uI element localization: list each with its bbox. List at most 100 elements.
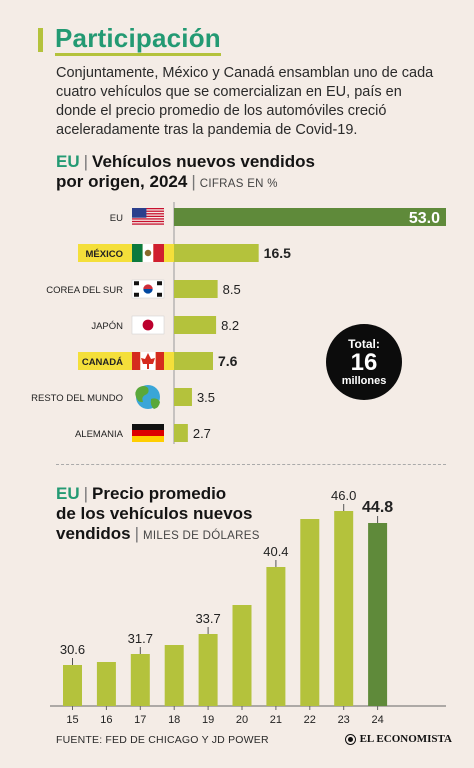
brand-mark-icon xyxy=(344,733,356,745)
x-tick-label: 20 xyxy=(236,714,248,726)
brand-name: EL ECONOMISTA xyxy=(359,733,452,745)
chart2-unit: MILES DE DÓLARES xyxy=(143,530,260,542)
data-label: 53.0 xyxy=(409,210,440,227)
chart1-unit-separator: | xyxy=(191,172,196,191)
flag-stripe xyxy=(132,223,164,225)
bar xyxy=(368,523,388,706)
bar xyxy=(130,654,150,706)
brand-logo: EL ECONOMISTA xyxy=(344,733,452,745)
bar xyxy=(300,519,320,706)
bar xyxy=(164,645,184,706)
x-tick-label: 16 xyxy=(100,714,112,726)
flag-sun xyxy=(142,319,154,331)
data-label: 40.4 xyxy=(263,544,288,559)
flag-band xyxy=(132,244,143,262)
chart1-title-prefix: EU xyxy=(56,152,80,171)
flag-trigram xyxy=(133,292,139,297)
data-label: 31.7 xyxy=(128,631,153,646)
data-label: 7.6 xyxy=(218,353,238,369)
flag-band xyxy=(132,424,164,430)
flag-emblem xyxy=(144,249,152,257)
flag-yin xyxy=(143,284,153,289)
category-label: RESTO DEL MUNDO xyxy=(31,393,123,404)
chart2-title-separator: | xyxy=(83,484,89,503)
bar xyxy=(96,662,116,706)
chart2-unit-separator: | xyxy=(134,524,140,543)
category-label: ALEMANIA xyxy=(75,429,124,440)
category-label: CANADÁ xyxy=(82,357,123,368)
flag-mexico-icon xyxy=(132,244,164,262)
flag-usa-icon xyxy=(132,208,164,225)
intro-text: Conjuntamente, México y Canadá ensamblan… xyxy=(56,65,434,138)
x-tick-label: 15 xyxy=(66,714,78,726)
category-label: EU xyxy=(110,213,123,224)
category-label: COREA DEL SUR xyxy=(46,285,123,296)
total-unit: millones xyxy=(341,374,387,387)
x-tick-label: 17 xyxy=(134,714,146,726)
bar xyxy=(334,511,354,706)
category-label: MÉXICO xyxy=(86,249,123,260)
globe-icon xyxy=(135,385,160,409)
flag-canton xyxy=(132,208,147,218)
flag-stripe xyxy=(132,215,164,217)
data-label: 33.7 xyxy=(195,611,220,626)
x-tick-label: 18 xyxy=(168,714,180,726)
flag-stripe xyxy=(132,218,164,220)
bar xyxy=(174,388,192,406)
flag-stripe xyxy=(132,210,164,212)
bar xyxy=(174,352,214,370)
page-title: Participación xyxy=(55,24,221,56)
bar xyxy=(266,567,286,706)
chart1-title-line2: por origen, 2024 xyxy=(56,172,188,191)
bar xyxy=(174,208,446,226)
bar xyxy=(232,605,252,706)
flag-trigram xyxy=(157,281,163,286)
total-label: Total: xyxy=(348,336,380,351)
chart2-title-prefix: EU xyxy=(56,484,80,503)
flag-band xyxy=(155,352,164,370)
flag-stripe xyxy=(132,208,164,210)
data-label: 44.8 xyxy=(362,499,393,516)
globe-land xyxy=(150,398,160,409)
data-label: 8.2 xyxy=(221,318,239,333)
header: Participación xyxy=(38,24,221,56)
maple-leaf xyxy=(141,353,155,369)
flag-japan-icon xyxy=(131,315,165,335)
data-label: 46.0 xyxy=(331,488,356,503)
x-tick-label: 24 xyxy=(371,714,383,726)
flag-trigram xyxy=(157,292,163,297)
chart1-title-separator: | xyxy=(83,152,89,171)
bar xyxy=(174,424,188,442)
x-tick-label: 21 xyxy=(270,714,282,726)
chart2-title-line1: Precio promedio xyxy=(92,484,227,503)
source-note: FUENTE: FED DE CHICAGO Y JD POWER xyxy=(56,734,269,746)
x-tick-label: 23 xyxy=(338,714,350,726)
flag-south-korea-icon xyxy=(131,279,165,299)
flag-trigram xyxy=(133,281,139,286)
chart1-unit: CIFRAS EN % xyxy=(199,178,278,190)
flag-stripe xyxy=(132,220,164,223)
x-tick-label: 19 xyxy=(202,714,214,726)
flag-stripe xyxy=(132,213,164,215)
flag-band xyxy=(132,436,164,442)
bar xyxy=(174,244,259,262)
bar xyxy=(63,665,82,706)
x-tick-label: 22 xyxy=(304,714,316,726)
flag-germany-icon xyxy=(132,424,164,442)
flag-canada-icon xyxy=(132,352,164,370)
data-label: 30.6 xyxy=(60,642,85,657)
bar xyxy=(174,316,217,334)
flag-yang xyxy=(143,289,153,294)
chart2-title-line3: vendidos xyxy=(56,524,131,543)
data-label: 16.5 xyxy=(264,245,291,261)
chart2-title-line2: de los vehículos nuevos xyxy=(56,504,253,523)
chart1-title: EU | Vehículos nuevos vendidos por origen,… xyxy=(56,152,315,194)
section-divider xyxy=(56,464,446,465)
total-badge: Total: 16 millones xyxy=(326,324,402,400)
globe-land xyxy=(135,386,149,403)
data-label: 3.5 xyxy=(197,390,215,405)
total-value: 16 xyxy=(350,348,378,376)
